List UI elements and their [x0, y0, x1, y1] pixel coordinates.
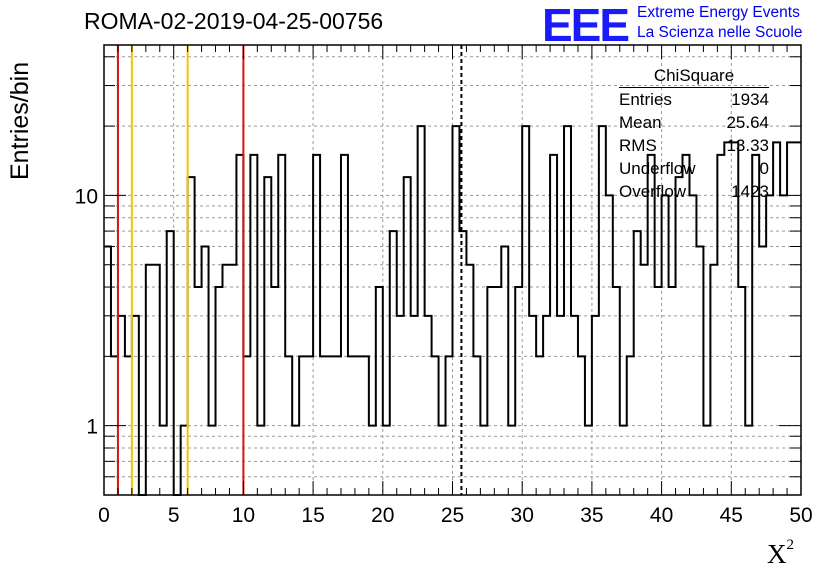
stats-box: ChiSquare Entries 1934 Mean 25.64 RMS 13.33…	[613, 66, 777, 203]
page-title: ROMA-02-2019-04-25-00756	[84, 8, 384, 34]
y-axis-label: Entries/bin	[6, 61, 34, 180]
brand-line-2: La Scienza nelle Scuole	[637, 24, 803, 41]
histogram-series	[104, 125, 801, 496]
x-axis-label-sup: 2	[786, 537, 795, 553]
marker-lines	[116, 45, 463, 495]
x-tick-label: 10	[232, 504, 255, 527]
stats-value: 1423	[731, 182, 769, 201]
stats-row-rms: RMS 13.33	[613, 134, 777, 157]
stats-row-underflow: Underflow 0	[613, 157, 777, 180]
x-tick-label: 0	[98, 504, 110, 527]
y-tick-label: 10	[75, 185, 98, 208]
x-tick-label: 15	[301, 504, 324, 527]
axis-ticks: 0 5 10 15 20 25 30 35 40 45 50 1 10	[75, 45, 813, 527]
histogram	[104, 125, 801, 496]
y-tick-label: 1	[86, 416, 98, 439]
stats-value: 0	[759, 159, 769, 178]
stats-row-mean: Mean 25.64	[613, 111, 777, 134]
stats-row-overflow: Overflow 1423	[613, 180, 777, 203]
x-tick-label: 20	[371, 504, 394, 527]
brand-line-1: Extreme Energy Events	[637, 4, 800, 21]
x-axis-label-base: X	[767, 539, 787, 569]
stats-label: RMS	[619, 136, 657, 155]
x-tick-label: 35	[580, 504, 603, 527]
stats-value: 25.64	[726, 113, 769, 132]
stats-label: Entries	[619, 90, 672, 109]
stats-value: 1934	[731, 90, 769, 109]
x-axis-label: X2	[767, 537, 794, 570]
stats-row-entries: Entries 1934	[613, 88, 777, 111]
x-tick-label: 40	[650, 504, 673, 527]
x-tick-label: 5	[168, 504, 180, 527]
x-tick-label: 45	[720, 504, 743, 527]
stats-label: Mean	[619, 113, 662, 132]
x-tick-label: 50	[789, 504, 812, 527]
stats-label: Overflow	[619, 182, 687, 201]
eee-logo: EEE	[542, 0, 630, 51]
x-tick-label: 30	[511, 504, 534, 527]
stats-title: ChiSquare	[619, 66, 769, 88]
x-tick-label: 25	[441, 504, 464, 527]
stats-value: 13.33	[726, 136, 769, 155]
stats-label: Underflow	[619, 159, 696, 178]
